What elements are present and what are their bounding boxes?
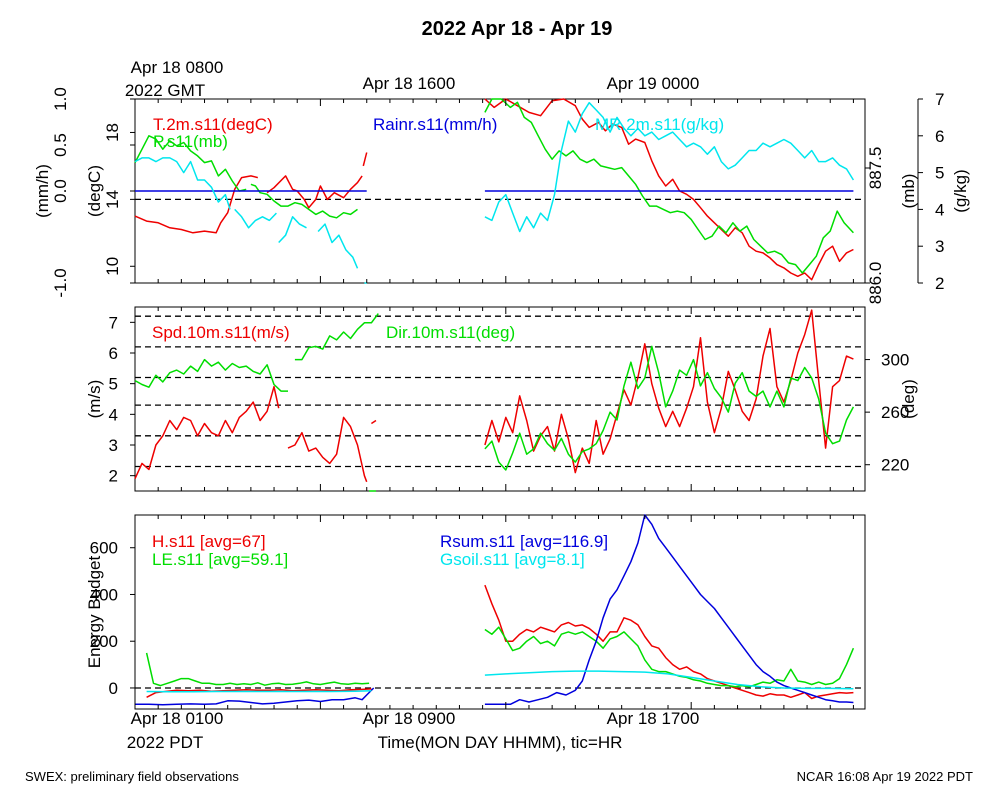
bottom-time-label-0-line2: 2022 PDT — [127, 733, 204, 752]
series-line-red — [146, 688, 372, 698]
legend-pressure: P.s11(mb) — [153, 132, 228, 151]
axis-title-mixing-ratio: (g/kg) — [951, 169, 970, 212]
y-tick-label: 4 — [935, 200, 944, 219]
series-line-green — [294, 313, 379, 361]
chart-title: 2022 Apr 18 - Apr 19 — [422, 18, 613, 40]
panel-wind: 3 4 5 6 7 2 220 260 300 Spd.10m.s11(m/s) Dir.10m… — [85, 306, 918, 492]
series-line-red — [370, 419, 377, 425]
axis-title-wind-direction: (deg) — [899, 379, 918, 419]
y-tick-label: 5 — [109, 375, 118, 394]
y-tick-label: 0.0 — [51, 179, 70, 203]
series-line-blue — [484, 514, 854, 706]
series-line-red — [287, 416, 368, 483]
series-line-green — [484, 98, 854, 274]
axis-title-rain: (mm/h) — [33, 164, 52, 218]
series-line-cyan — [134, 157, 231, 210]
top-time-label-0-line2: 2022 GMT — [125, 81, 205, 100]
series-line-cyan — [146, 690, 372, 693]
y-tick-label: 10 — [103, 257, 122, 276]
y-tick-label: 1.0 — [51, 87, 70, 111]
bottom-time-label-1: Apr 18 0900 — [363, 709, 456, 728]
y-tick-label: 6 — [935, 127, 944, 146]
footer-right: NCAR 16:08 Apr 19 2022 PDT — [797, 769, 973, 784]
panel-thermo: -1.0 0.0 0.5 1.0 10 14 18 886.0 887.5 2 3 4 5 6 7 T.2m… — [33, 87, 970, 304]
y-tick-label: 3 — [935, 237, 944, 256]
legend-wind-speed: Spd.10m.s11(m/s) — [152, 323, 290, 342]
y-tick-label: 0.5 — [51, 133, 70, 157]
legend-rain: Rainr.s11(mm/h) — [373, 115, 497, 134]
y-tick-label: 887.5 — [866, 147, 885, 190]
top-time-label-2: Apr 19 0000 — [607, 74, 700, 93]
y-tick-label: -1.0 — [51, 268, 70, 297]
series-line-red — [484, 98, 854, 281]
legend-sensible-heat: H.s11 [avg=67] — [152, 532, 266, 551]
y-tick-label: 7 — [935, 90, 944, 109]
y-tick-label: 14 — [103, 190, 122, 209]
series-line-cyan — [234, 208, 277, 229]
series-line-cyan — [278, 216, 307, 244]
y-tick-label: 220 — [881, 456, 909, 475]
axis-title-temp: (degC) — [85, 165, 104, 217]
y-tick-label: 886.0 — [866, 262, 885, 305]
series-line-blue — [135, 687, 375, 706]
y-tick-label: 300 — [881, 351, 909, 370]
y-tick-label: 18 — [103, 123, 122, 142]
series-line-green — [145, 652, 370, 687]
axis-title-pressure: (mb) — [899, 174, 918, 209]
y-tick-label: 2 — [109, 467, 118, 486]
legend-wind-direction: Dir.10m.s11(deg) — [386, 323, 515, 342]
y-tick-label: 3 — [109, 436, 118, 455]
footer-left: SWEX: preliminary field observations — [25, 769, 239, 784]
y-tick-label: 4 — [109, 405, 118, 424]
axis-title-wind-speed: (m/s) — [85, 380, 104, 419]
y-tick-label: 6 — [109, 344, 118, 363]
panel-wind-frame — [134, 306, 866, 492]
series-line-red — [362, 152, 368, 167]
panel-energy-frame — [134, 514, 866, 710]
series-line-green — [484, 626, 855, 688]
y-tick-label: 7 — [109, 313, 118, 332]
bottom-time-label-2: Apr 18 1700 — [607, 709, 700, 728]
y-tick-label: 200 — [90, 632, 118, 651]
bottom-time-label-0: Apr 18 0100 — [131, 709, 224, 728]
legend-radiation-sum: Rsum.s11 [avg=116.9] — [440, 532, 608, 551]
top-time-label-1: Apr 18 1600 — [363, 74, 456, 93]
y-tick-label: 5 — [935, 164, 944, 183]
series-line-cyan — [484, 670, 854, 690]
top-time-label-0: Apr 18 0800 — [131, 58, 224, 77]
series-line-red — [134, 175, 258, 234]
series-line-green — [250, 183, 358, 219]
y-tick-label: 0 — [109, 679, 118, 698]
legend-mixing-ratio: MR.2m.s11(g/kg) — [595, 115, 724, 134]
axis-title-energy: Energy Budget — [85, 555, 104, 668]
series-line-red — [266, 175, 363, 209]
legend-latent-heat: LE.s11 [avg=59.1] — [152, 550, 288, 569]
series-line-green — [134, 358, 288, 392]
x-axis-title: Time(MON DAY HHMM), tic=HR — [378, 733, 623, 752]
legend-soil-heat: Gsoil.s11 [avg=8.1] — [440, 550, 585, 569]
y-tick-label: 600 — [90, 539, 118, 558]
y-tick-label: 260 — [881, 403, 909, 422]
y-tick-label: 400 — [90, 585, 118, 604]
series-line-red — [134, 385, 280, 480]
series-line-red — [484, 584, 854, 700]
series-line-cyan — [317, 223, 359, 269]
series-line-green — [484, 345, 855, 471]
series-line-cyan — [484, 101, 855, 233]
y-tick-label: 2 — [935, 274, 944, 293]
series-line-green — [134, 135, 247, 192]
panel-energy: 0 200 400 600 H.s11 [avg=67] LE.s11 [avg=59… — [85, 514, 866, 710]
series-line-red — [484, 309, 854, 474]
legend-temp: T.2m.s11(degC) — [153, 115, 273, 134]
